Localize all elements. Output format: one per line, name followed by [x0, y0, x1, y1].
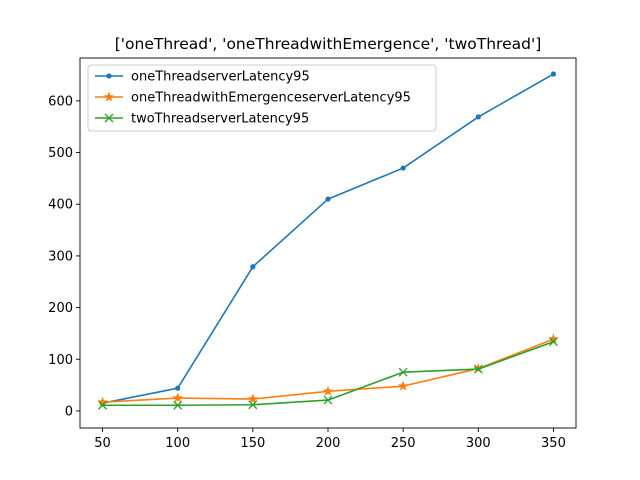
data-point-3-1 — [98, 400, 108, 410]
legend: oneThreadserverLatency95 oneThreadwithEme… — [87, 64, 437, 132]
data-point-3-5-stroke-b — [398, 367, 408, 377]
x-tick-label: 250 — [391, 436, 416, 451]
data-point-1-5 — [400, 165, 406, 171]
legend-label-3: twoThreadserverLatency95 — [131, 112, 309, 127]
data-point-3-4 — [323, 395, 333, 405]
y-tick-label: 100 — [48, 353, 73, 368]
data-point-1-7 — [550, 71, 557, 77]
legend-marker-3 — [104, 113, 114, 123]
data-point-2-3 — [247, 393, 258, 404]
x-tick-label: 150 — [240, 436, 265, 451]
x-tick-label: 300 — [466, 436, 491, 451]
x-tick-label: 350 — [541, 436, 566, 451]
data-point-3-3 — [248, 400, 258, 410]
data-point-3-2 — [173, 400, 183, 410]
data-point-2-1 — [97, 396, 108, 407]
legend-marker-2 — [103, 91, 115, 102]
data-point-3-3-stroke-b — [248, 400, 258, 410]
legend-label-2: oneThreadwithEmergenceserverLatency95 — [131, 91, 411, 106]
data-point-1-2 — [175, 385, 181, 391]
chart-title: ['oneThread', 'oneThreadwithEmergence', … — [115, 35, 542, 53]
y-tick-label: 300 — [48, 249, 73, 264]
data-point-2-4 — [322, 385, 334, 396]
data-point-1-4 — [325, 196, 331, 202]
data-point-1-3 — [250, 264, 256, 270]
legend-item-1: oneThreadserverLatency95 — [95, 70, 310, 85]
legend-item-3: twoThreadserverLatency95 — [95, 112, 309, 127]
legend-marker-1 — [106, 73, 112, 79]
data-point-3-6 — [473, 364, 483, 374]
data-point-1-6 — [475, 114, 481, 120]
data-point-3-5 — [398, 367, 408, 377]
legend-marker-3-stroke-b — [104, 113, 114, 123]
x-tick-label: 100 — [165, 436, 190, 451]
data-point-3-7 — [548, 337, 558, 347]
data-point-3-4-stroke-b — [323, 395, 333, 405]
data-point-3-2-stroke-b — [173, 400, 183, 410]
data-point-2-2 — [172, 392, 183, 403]
x-tick-label: 50 — [94, 436, 111, 451]
data-point-3-1-stroke-b — [98, 400, 108, 410]
series-3 — [98, 337, 558, 410]
legend-box — [87, 64, 437, 132]
y-tick-label: 200 — [48, 301, 73, 316]
y-tick-label: 400 — [48, 198, 73, 213]
y-tick-label: 600 — [48, 94, 73, 109]
legend-label-1: oneThreadserverLatency95 — [131, 70, 310, 85]
x-tick-label: 200 — [316, 436, 341, 451]
data-point-2-5 — [398, 380, 409, 391]
data-point-3-6-stroke-b — [473, 364, 483, 374]
series-layer — [97, 71, 559, 410]
y-tick-label: 500 — [48, 146, 73, 161]
y-tick-label: 0 — [65, 404, 73, 419]
data-point-3-7-stroke-b — [548, 337, 558, 347]
axes-layer: 50 100 150 200 250 300 350 0 100 200 300 400 500 600 — [48, 57, 577, 451]
legend-item-2: oneThreadwithEmergenceserverLatency95 — [95, 91, 411, 106]
